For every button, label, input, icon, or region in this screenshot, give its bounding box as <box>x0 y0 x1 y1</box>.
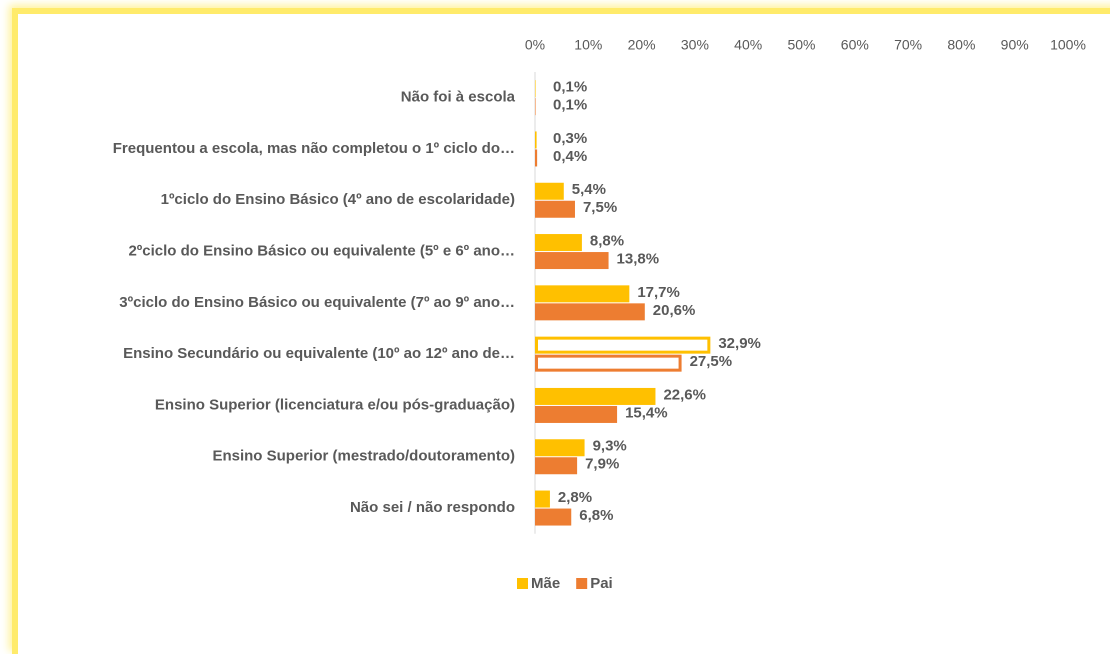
x-tick-label: 0% <box>525 37 545 53</box>
legend-swatch <box>576 578 588 589</box>
category-label: Ensino Secundário ou equivalente (10º ao… <box>123 345 515 362</box>
category-label: Ensino Superior (licenciatura e/ou pós-g… <box>155 396 515 413</box>
bar <box>535 303 645 321</box>
bar <box>535 234 582 252</box>
x-tick-label: 70% <box>894 37 922 53</box>
bar <box>535 439 585 457</box>
category-label: 2ºciclo do Ensino Básico ou equivalente … <box>128 243 515 260</box>
value-label: 17,7% <box>637 284 680 301</box>
x-tick-label: 30% <box>681 37 709 53</box>
bar <box>535 405 618 423</box>
value-label: 6,8% <box>579 507 613 524</box>
value-label: 20,6% <box>653 302 696 319</box>
x-tick-label: 50% <box>787 37 815 53</box>
value-label: 0,3% <box>553 130 587 147</box>
category-label: Não sei / não respondo <box>350 499 515 516</box>
legend-label: Pai <box>590 575 613 592</box>
category-label: 3ºciclo do Ensino Básico ou equivalente … <box>119 294 515 311</box>
x-tick-label: 20% <box>628 37 656 53</box>
frame <box>12 8 1110 654</box>
x-tick-label: 90% <box>1001 37 1029 53</box>
bar <box>535 387 656 405</box>
legend-swatch <box>517 578 528 589</box>
bar <box>535 200 575 218</box>
value-label: 27,5% <box>690 353 733 370</box>
value-label: 0,4% <box>553 148 587 165</box>
bar <box>535 98 536 116</box>
bar <box>535 508 572 526</box>
category-label: Ensino Superior (mestrado/doutoramento) <box>212 448 515 465</box>
value-label: 8,8% <box>590 233 624 250</box>
value-label: 32,9% <box>718 335 761 352</box>
bar <box>535 336 711 354</box>
bar <box>535 80 536 98</box>
bar <box>535 131 537 149</box>
value-label: 13,8% <box>617 251 660 268</box>
bar <box>535 490 550 508</box>
bar <box>535 354 682 372</box>
value-label: 9,3% <box>593 438 627 455</box>
bar <box>535 252 609 270</box>
bar <box>535 182 564 200</box>
category-label: Frequentou a escola, mas não completou o… <box>113 140 515 157</box>
x-tick-label: 100% <box>1050 37 1086 53</box>
bar <box>535 285 630 303</box>
legend-label: Mãe <box>531 575 560 592</box>
category-label: Não foi à escola <box>401 89 516 106</box>
value-label: 7,9% <box>585 456 619 473</box>
value-label: 2,8% <box>558 489 592 506</box>
x-tick-label: 80% <box>947 37 975 53</box>
value-label: 5,4% <box>572 181 606 198</box>
bar <box>535 457 578 475</box>
x-tick-label: 60% <box>841 37 869 53</box>
value-label: 0,1% <box>553 97 587 114</box>
x-tick-label: 10% <box>574 37 602 53</box>
x-tick-label: 40% <box>734 37 762 53</box>
page: {"chart_data": {"type": "bar", "orientat… <box>12 8 1110 654</box>
value-label: 15,4% <box>625 404 668 421</box>
chart: 0% 10% 20% 30% 40% 50% 60% 70% 80% 90% 100% Não foi… <box>113 37 1086 592</box>
value-label: 22,6% <box>663 386 706 403</box>
value-label: 7,5% <box>583 199 617 216</box>
value-label: 0,1% <box>553 79 587 96</box>
bar <box>535 149 538 167</box>
category-label: 1ºciclo do Ensino Básico (4º ano de esco… <box>161 191 515 208</box>
